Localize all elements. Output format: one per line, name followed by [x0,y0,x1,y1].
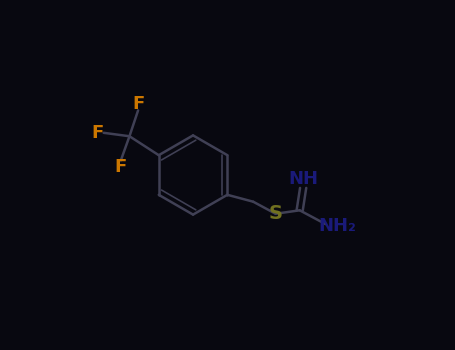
Text: S: S [268,204,283,223]
Text: F: F [132,95,144,113]
Text: F: F [115,158,127,176]
Text: F: F [91,124,104,142]
Text: NH: NH [288,170,318,188]
Text: NH₂: NH₂ [318,217,357,235]
